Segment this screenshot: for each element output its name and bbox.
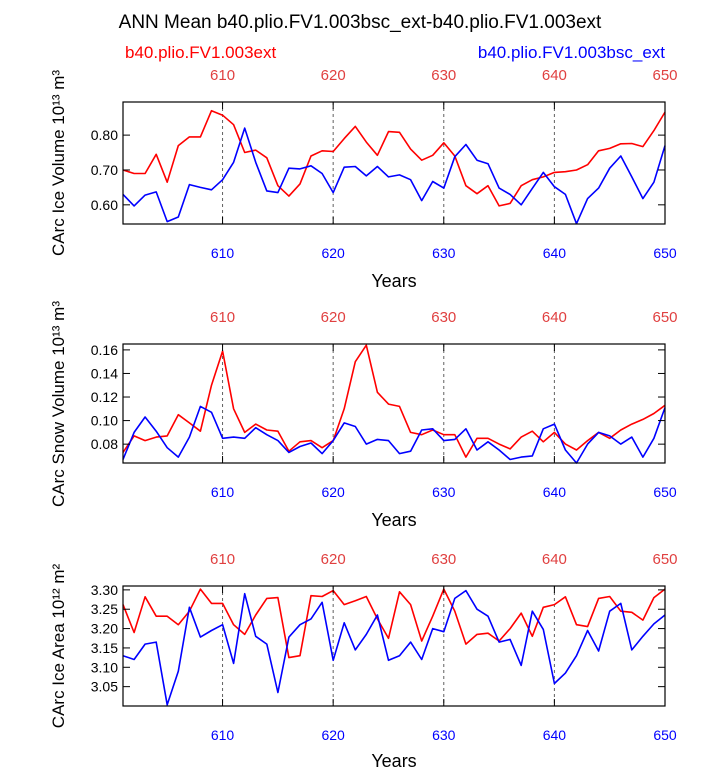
y-tick-label: 3.05 (91, 679, 118, 695)
panel-2: 0.08 0.10 0.12 0.14 0.16 610 610 620 620 630 630 64… (49, 301, 678, 530)
y-tick-label: 0.60 (91, 197, 118, 213)
x-tick-label-top: 640 (542, 309, 567, 326)
x-tick-label-bottom: 640 (543, 245, 567, 261)
plot-frame (122, 343, 666, 464)
series-blue-line (122, 405, 666, 464)
panel-3: 3.05 3.10 3.15 3.20 3.25 3.30 610 610 620 620 630 6… (49, 551, 678, 768)
panel-1: 0.60 0.70 0.80 610 610 620 620 630 630 640 640 650 6… (49, 67, 678, 291)
x-tick-label-bottom: 620 (321, 727, 345, 743)
y-tick-label: 0.16 (91, 342, 118, 358)
y-axis-label: CArc Ice Volume 10¹³ m³ (49, 70, 68, 256)
x-tick-label-bottom: 630 (432, 484, 456, 500)
x-tick-label-bottom: 610 (211, 245, 235, 261)
y-tick-label: 3.30 (91, 582, 118, 598)
x-tick-label-top: 650 (652, 67, 677, 84)
series-blue-line (122, 127, 666, 225)
y-tick-label: 0.80 (91, 127, 118, 143)
y-tick-label: 3.25 (91, 601, 118, 617)
x-tick-label-top: 630 (431, 67, 456, 84)
x-tick-label-bottom: 610 (211, 484, 235, 500)
x-tick-label-bottom: 650 (653, 727, 677, 743)
x-axis-label: Years (371, 271, 416, 291)
series-red-line (122, 344, 666, 458)
x-tick-label-top: 650 (652, 551, 677, 568)
x-tick-label-bottom: 610 (211, 727, 235, 743)
x-tick-label-top: 620 (321, 309, 346, 326)
legend-red-label: b40.plio.FV1.003ext (125, 43, 276, 62)
x-tick-label-top: 610 (210, 309, 235, 326)
x-tick-label-bottom: 640 (543, 727, 567, 743)
figure-title: ANN Mean b40.plio.FV1.003bsc_ext-b40.pli… (119, 12, 602, 33)
series-red-line (122, 588, 666, 659)
y-tick-label: 0.10 (91, 413, 118, 429)
series-red-line (122, 109, 666, 207)
x-tick-label-top: 640 (542, 551, 567, 568)
x-tick-label-bottom: 640 (543, 484, 567, 500)
x-tick-label-bottom: 620 (321, 484, 345, 500)
y-tick-label: 0.70 (91, 162, 118, 178)
x-tick-label-top: 630 (431, 309, 456, 326)
y-tick-label: 3.20 (91, 621, 118, 637)
x-tick-label-bottom: 650 (653, 484, 677, 500)
x-axis-label: Years (371, 751, 416, 768)
legend-blue-label: b40.plio.FV1.003bsc_ext (478, 43, 665, 62)
y-tick-label: 0.14 (91, 365, 118, 381)
x-tick-label-bottom: 650 (653, 245, 677, 261)
plot-frame (122, 585, 666, 707)
x-axis-label: Years (371, 510, 416, 530)
y-tick-label: 0.12 (91, 389, 118, 405)
y-tick-label: 0.08 (91, 436, 118, 452)
x-tick-label-top: 620 (321, 551, 346, 568)
x-tick-label-top: 610 (210, 67, 235, 84)
x-tick-label-top: 610 (210, 551, 235, 568)
x-tick-label-top: 650 (652, 309, 677, 326)
plot-frame (122, 101, 666, 225)
series-blue-line (122, 589, 666, 706)
y-tick-label: 3.15 (91, 640, 118, 656)
y-axis-label: CArc Snow Volume 10¹³ m³ (49, 301, 68, 507)
x-tick-label-bottom: 630 (432, 245, 456, 261)
y-axis-label: CArc Ice Area 10¹² m² (49, 563, 68, 728)
x-tick-label-top: 640 (542, 67, 567, 84)
x-tick-label-bottom: 630 (432, 727, 456, 743)
panels: 0.60 0.70 0.80 610 610 620 620 630 630 640 640 650 6… (49, 67, 678, 768)
y-tick-label: 3.10 (91, 659, 118, 675)
x-tick-label-top: 630 (431, 551, 456, 568)
x-tick-label-bottom: 620 (321, 245, 345, 261)
x-tick-label-top: 620 (321, 67, 346, 84)
